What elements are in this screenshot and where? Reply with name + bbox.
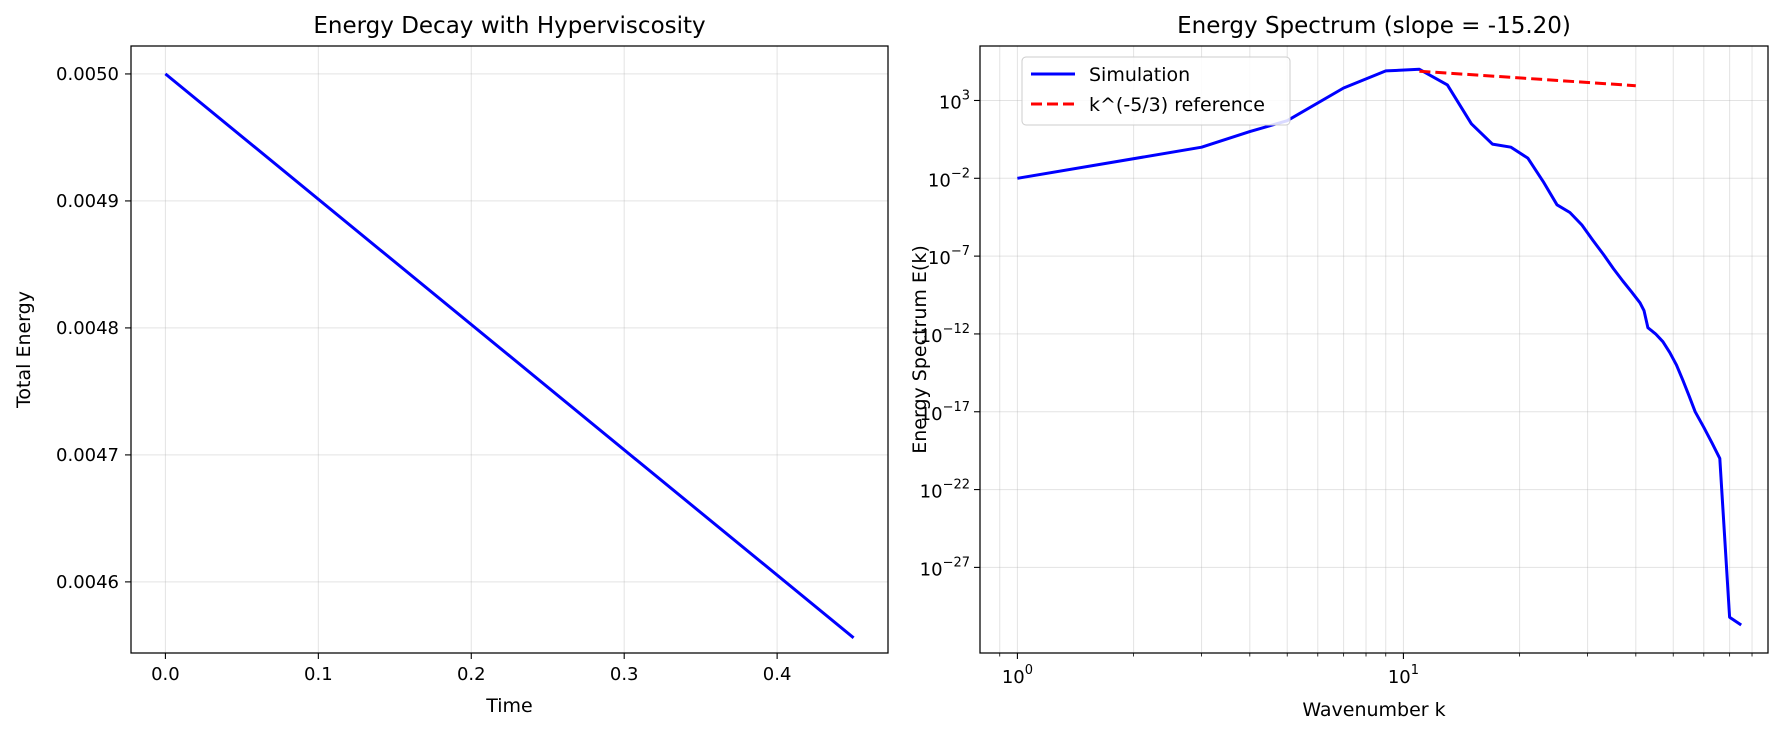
energy-decay-x-label: Time xyxy=(485,695,533,717)
energy-decay-x-ticks: 0.0 0.1 0.2 0.3 0.4 xyxy=(151,653,791,685)
y-tick-label: 0.0048 xyxy=(56,318,119,339)
energy-spectrum-grid xyxy=(980,46,1768,653)
x-tick-label: 100 xyxy=(1002,663,1033,688)
y-tick-label: 10−7 xyxy=(928,244,970,269)
y-tick-label: 10−22 xyxy=(920,478,970,503)
y-tick-label: 0.0049 xyxy=(56,191,119,212)
y-tick-label: 103 xyxy=(939,88,970,113)
x-tick-label: 0.4 xyxy=(763,664,792,685)
y-tick-label: 10−27 xyxy=(920,555,970,580)
energy-spectrum-y-ticks: 103 10−2 10−7 10−12 10−17 10−22 10−27 xyxy=(920,88,980,580)
energy-spectrum-series xyxy=(1017,67,1743,627)
y-tick-label: 10−17 xyxy=(920,400,970,425)
energy-spectrum-y-label: Energy Spectrum E(k) xyxy=(909,245,931,454)
energy-decay-y-ticks: 0.0046 0.0047 0.0048 0.0049 0.0050 xyxy=(56,64,131,593)
energy-decay-y-label: Total Energy xyxy=(13,291,35,409)
legend-box xyxy=(1021,56,1291,126)
x-tick-label: 0.3 xyxy=(610,664,639,685)
energy-spectrum-x-ticks: 100 101 xyxy=(999,653,1753,688)
energy-spectrum-axes-frame xyxy=(979,45,1769,654)
y-tick-label: 0.0047 xyxy=(56,445,119,466)
y-tick-label: 0.0046 xyxy=(56,572,119,593)
legend: Simulation k^(-5/3) reference xyxy=(1021,56,1291,126)
simulation-spectrum-line xyxy=(1017,67,1743,627)
y-tick-label: 10−2 xyxy=(928,166,970,191)
x-tick-label: 0.0 xyxy=(151,664,180,685)
x-tick-label: 0.2 xyxy=(457,664,486,685)
energy-spectrum-panel: 100 101 103 10−2 10−7 10−12 10−17 10−22 10−27 E… xyxy=(909,13,1769,721)
energy-decay-title: Energy Decay with Hyperviscosity xyxy=(313,13,705,39)
energy-decay-grid xyxy=(131,46,888,653)
y-tick-label: 0.0050 xyxy=(56,64,119,85)
y-tick-label: 10−12 xyxy=(920,322,970,347)
legend-reference-label: k^(-5/3) reference xyxy=(1089,94,1265,116)
x-tick-label: 0.1 xyxy=(304,664,333,685)
energy-decay-axes-frame xyxy=(130,45,889,654)
reference-slope-line xyxy=(1419,69,1636,88)
energy-spectrum-title: Energy Spectrum (slope = -15.20) xyxy=(1177,13,1571,39)
energy-decay-series xyxy=(164,72,855,639)
energy-decay-panel: 0.0 0.1 0.2 0.3 0.4 0.0046 0.0047 0.0048 0.0049… xyxy=(13,13,889,717)
x-tick-label: 101 xyxy=(1388,663,1419,688)
legend-simulation-label: Simulation xyxy=(1089,64,1190,86)
energy-decay-line xyxy=(164,72,855,639)
energy-spectrum-x-label: Wavenumber k xyxy=(1302,699,1445,721)
